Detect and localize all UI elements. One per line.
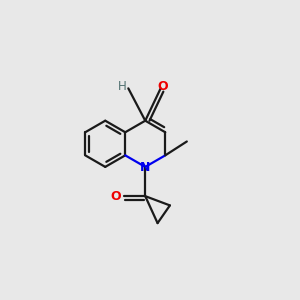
Text: O: O	[157, 80, 167, 93]
Text: H: H	[118, 80, 127, 93]
Text: N: N	[140, 161, 150, 174]
Text: O: O	[111, 190, 121, 203]
